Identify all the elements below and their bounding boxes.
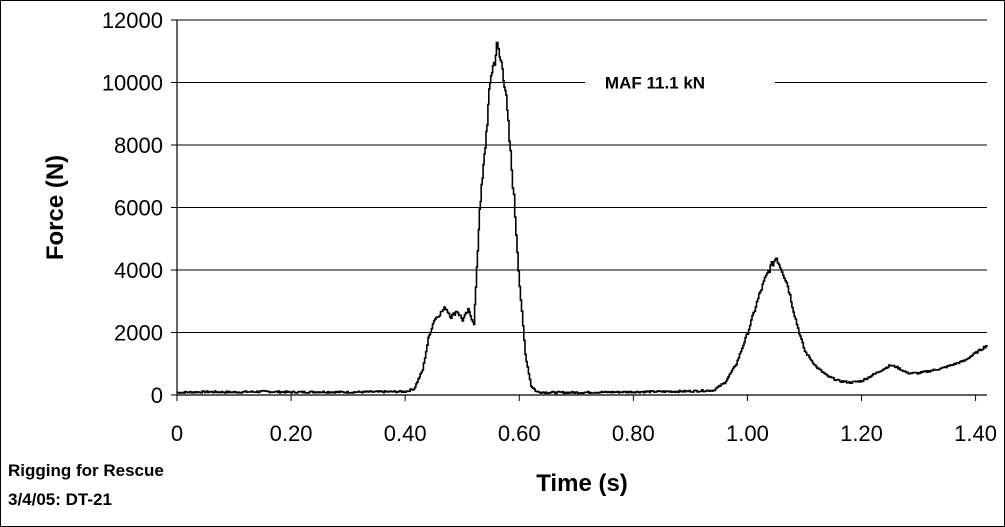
axes <box>171 19 987 401</box>
force-series-line <box>177 41 988 395</box>
y-tick-label-6: 12000 <box>102 8 163 33</box>
y-tick-label-5: 10000 <box>102 71 163 96</box>
x-tick-label-0: 0 <box>171 421 183 446</box>
x-tick-labels: 0 0.20 0.40 0.60 0.80 1.00 1.20 1.40 <box>171 421 997 446</box>
annotation-background <box>585 72 775 95</box>
x-tick-label-1: 0.20 <box>270 421 313 446</box>
x-tick-label-7: 1.40 <box>954 421 997 446</box>
y-tick-label-3: 6000 <box>114 196 163 221</box>
x-tick-label-6: 1.20 <box>840 421 883 446</box>
x-axis-title: Time (s) <box>536 470 628 497</box>
x-tick-label-2: 0.40 <box>384 421 427 446</box>
y-tick-label-4: 8000 <box>114 133 163 158</box>
maf-annotation: MAF 11.1 kN <box>605 74 705 93</box>
y-tick-label-0: 0 <box>151 383 163 408</box>
y-tick-label-2: 4000 <box>114 258 163 283</box>
x-tick-label-3: 0.60 <box>498 421 541 446</box>
y-axis-title: Force (N) <box>42 155 69 260</box>
x-tick-label-4: 0.80 <box>612 421 655 446</box>
y-tick-label-1: 2000 <box>114 321 163 346</box>
x-tick-label-5: 1.00 <box>726 421 769 446</box>
credit-line-2: 3/4/05: DT-21 <box>8 490 112 509</box>
y-tick-labels: 0 2000 4000 6000 8000 10000 12000 <box>102 8 163 408</box>
gridlines <box>177 19 987 333</box>
credit-line-1: Rigging for Rescue <box>8 461 164 480</box>
